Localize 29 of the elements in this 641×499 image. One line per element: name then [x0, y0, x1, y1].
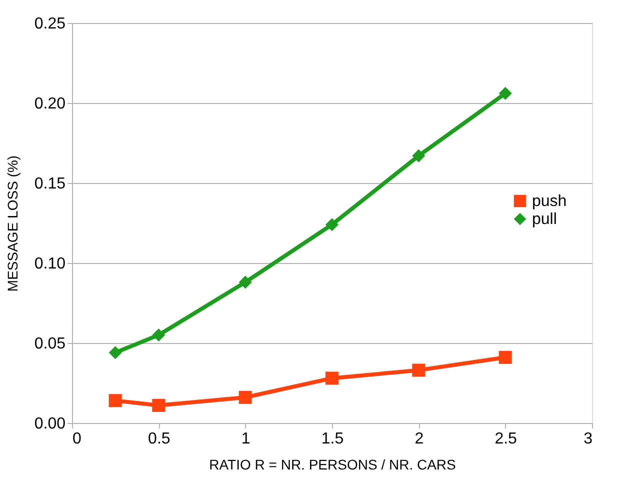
point — [412, 364, 426, 377]
y-axis-title: MESSAGE LOSS (%) — [4, 155, 20, 292]
x-tick-label: 0 — [72, 430, 82, 448]
point — [412, 149, 426, 162]
y-tick-label: 0.00 — [34, 416, 66, 432]
point — [152, 398, 166, 412]
point — [498, 350, 512, 364]
legend-label: pull — [532, 211, 557, 228]
x-tick-label: 1 — [241, 430, 250, 448]
legend-label: push — [532, 193, 567, 210]
x-tick-label: 3 — [584, 430, 593, 448]
x-tick-label: 1.5 — [321, 430, 344, 448]
point — [498, 86, 512, 100]
y-tick-label: 0.15 — [34, 176, 66, 192]
point — [238, 276, 252, 289]
point — [325, 218, 339, 232]
y-tick-label: 0.20 — [34, 96, 66, 112]
point — [152, 328, 166, 342]
point — [238, 390, 252, 404]
point — [108, 394, 122, 408]
x-axis-title: RATIO R = NR. PERSONS / NR. CARS — [209, 456, 456, 472]
x-tick-label: 2.5 — [494, 430, 518, 448]
x-tick-label: 2 — [414, 430, 424, 448]
y-tick-label: 0.25 — [34, 16, 66, 32]
point — [325, 372, 339, 385]
point — [108, 346, 122, 360]
y-tick-label: 0.05 — [34, 336, 66, 352]
y-tick-label: 0.10 — [34, 256, 66, 272]
x-tick-label: 0.5 — [148, 430, 170, 448]
